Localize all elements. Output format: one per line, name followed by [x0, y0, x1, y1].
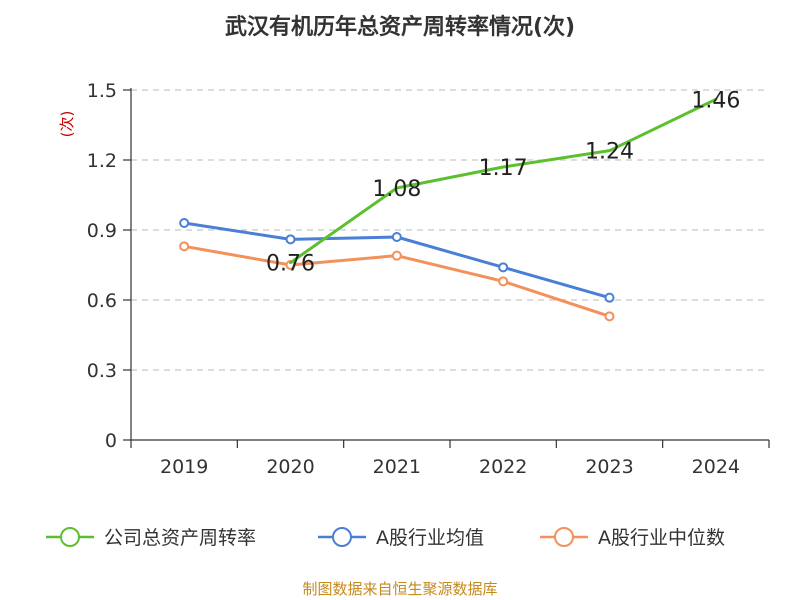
data-label: 0.76 — [266, 252, 315, 277]
y-tick-label: 0 — [105, 430, 117, 452]
chart-title: 武汉有机历年总资产周转率情况(次) — [225, 14, 575, 40]
y-tick-label: 1.5 — [87, 80, 117, 102]
legend-label: 公司总资产周转率 — [104, 527, 256, 549]
data-point — [604, 311, 615, 322]
axes: 0 0.3 0.6 0.9 1.2 1.5 2019 2020 2021 2022 2023 2024 — [87, 80, 770, 478]
x-tick-label: 2019 — [160, 456, 208, 478]
y-tick-label: 0.9 — [87, 220, 117, 242]
data-label: 1.24 — [585, 140, 634, 165]
data-point — [179, 218, 190, 228]
grid-lines — [131, 89, 769, 371]
x-tick-label: 2023 — [585, 456, 633, 478]
legend-swatch-marker — [554, 527, 574, 547]
data-point — [285, 234, 296, 245]
data-labels: 0.76 1.08 1.17 1.24 1.46 — [266, 88, 740, 276]
data-point — [179, 241, 190, 252]
y-tick-label: 1.2 — [87, 150, 117, 172]
series-line — [289, 97, 718, 265]
y-tick-label: 0.6 — [87, 290, 117, 312]
data-label: 1.08 — [372, 177, 421, 202]
legend-swatch-marker — [332, 527, 352, 547]
x-tick-label: 2020 — [266, 456, 314, 478]
legend-swatch-marker — [60, 527, 80, 547]
data-label: 1.17 — [479, 156, 528, 181]
data-point — [391, 250, 402, 261]
legend-label: A股行业中位数 — [598, 527, 725, 549]
y-axis-label: (次) — [58, 111, 76, 138]
source-note: 制图数据来自恒生聚源数据库 — [302, 580, 497, 598]
data-point — [498, 262, 509, 273]
data-point — [604, 292, 615, 303]
legend: 公司总资产周转率 A股行业均值 A股行业中位数 — [46, 527, 725, 549]
y-tick-label: 0.3 — [87, 360, 117, 382]
legend-label: A股行业均值 — [376, 527, 484, 549]
data-point — [391, 232, 402, 242]
x-tick-label: 2021 — [373, 456, 421, 478]
data-point — [498, 276, 509, 287]
x-tick-label: 2024 — [692, 456, 740, 478]
data-label: 1.46 — [691, 88, 740, 113]
x-tick-label: 2022 — [479, 456, 527, 478]
series-lines — [179, 97, 718, 322]
